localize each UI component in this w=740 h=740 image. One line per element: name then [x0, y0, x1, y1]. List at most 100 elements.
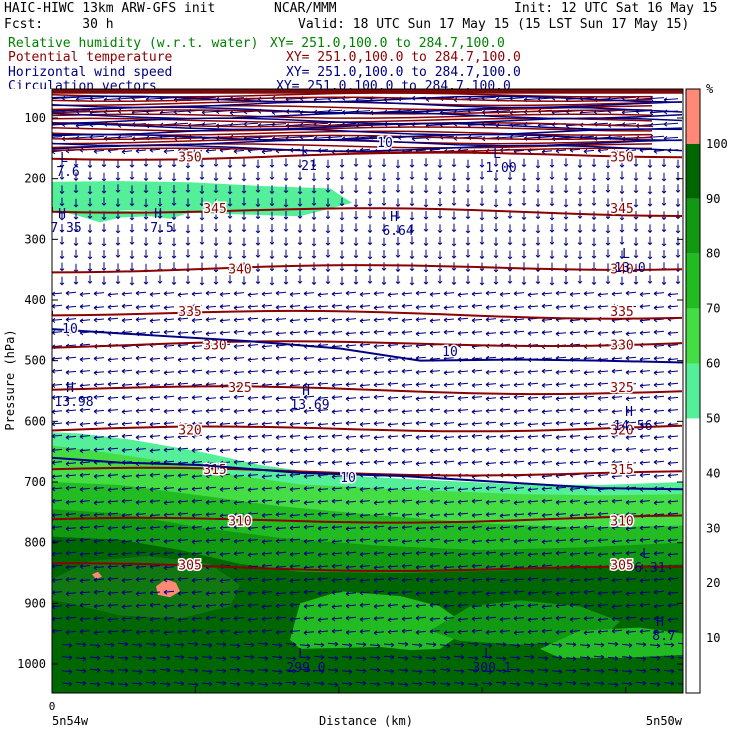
theta-contour-310: [52, 514, 683, 524]
y-tick-label-600: 600: [24, 414, 46, 428]
wind-contour-10-mid: [52, 328, 683, 364]
title-left: HAIC-HIWC 13km ARW-GFS init: [4, 1, 216, 16]
annotation-value-8: 13.69: [290, 398, 329, 413]
annotation-value-4: 21: [301, 159, 317, 174]
colorbar-frame: [685, 88, 701, 694]
axes: 100 200 300 400 500 600 700 800 900 1000: [17, 111, 683, 693]
annotation-letter-2: H: [390, 210, 398, 225]
annotation-letter-12: L: [298, 647, 306, 662]
colorbar-segment-2: [686, 198, 700, 254]
theta-label-left-325: 325: [228, 381, 251, 396]
theta-label-right-330: 330: [610, 339, 633, 354]
theta-label-right-310: 310: [610, 514, 633, 529]
annotation-letter-0: H: [58, 207, 66, 222]
wind-label-3: 10: [377, 136, 393, 151]
theta-label-left-320: 320: [178, 423, 201, 438]
colorbar-label-20: 20: [706, 576, 720, 590]
y-tick-label-500: 500: [24, 354, 46, 368]
theta-label-left-305: 305: [178, 559, 201, 574]
wind-label-2: 10: [340, 471, 356, 486]
rh-patch-c: [540, 627, 683, 658]
annotations: H7.35H7.5H6.64L7.6L21L1.00L13.0H13.98H13…: [50, 145, 675, 676]
colorbar-segment-0: [686, 89, 700, 144]
theta-label-right-335: 335: [610, 305, 633, 320]
theta-label-right-315: 315: [610, 463, 633, 478]
field-label-wind: Horizontal wind speed: [8, 65, 173, 80]
annotation-letter-5: L: [493, 147, 501, 162]
rh-sat-spot-a: [156, 579, 180, 598]
theta-contour-335: [52, 309, 683, 320]
annotation-letter-8: H: [302, 384, 310, 399]
y-axis-label: Pressure (hPa): [3, 329, 17, 430]
annotation-value-1: 7.5: [150, 221, 173, 236]
colorbar-label-50: 50: [706, 411, 720, 425]
field-xy-rh: XY= 251.0,100.0 to 284.7,100.0: [270, 36, 505, 51]
y-tick-label-900: 900: [24, 596, 46, 610]
colorbar-label-60: 60: [706, 357, 720, 371]
field-label-theta: Potential temperature: [8, 50, 173, 65]
colorbar-unit: %: [706, 82, 714, 96]
field-xy-wind: XY= 251.0,100.0 to 284.7,100.0: [286, 65, 521, 80]
rh-patch-d: [52, 556, 240, 619]
y-tick-label-400: 400: [24, 293, 46, 307]
colorbar-segment-1: [686, 143, 700, 199]
colorbar-segment-10: [686, 638, 700, 693]
annotation-letter-13: L: [484, 647, 492, 662]
wind-upper-dense: [52, 95, 683, 152]
theta-contour-325: [52, 384, 683, 396]
theta-label-right-350: 350: [610, 150, 633, 165]
wind-contours: 10 10 10 10: [52, 95, 683, 491]
theta-label-left-350: 350: [178, 150, 201, 165]
theta-label-right-325: 325: [610, 381, 633, 396]
colorbar-label-10: 10: [706, 631, 720, 645]
theta-label-right-340: 340: [610, 263, 633, 278]
rh-fill-layer: [52, 89, 683, 693]
colorbar-segment-7: [686, 473, 700, 529]
colorbar-segment-5: [686, 363, 700, 419]
wind-contour-10-low: [52, 456, 683, 491]
annotation-value-10: 6.31: [634, 561, 665, 576]
field-label-vectors: Circulation vectors: [8, 80, 157, 89]
x-start-label: 5n54w: [52, 714, 89, 728]
y-tick-label-200: 200: [24, 172, 46, 186]
init-label: Init: 12 UTC Sat 16 May 15: [514, 1, 718, 16]
wind-label-0: 10: [62, 322, 78, 337]
annotation-letter-1: H: [154, 207, 162, 222]
theta-contour-330: [52, 340, 683, 349]
colorbar-segment-3: [686, 253, 700, 309]
y-tick-label-800: 800: [24, 536, 46, 550]
fcst-label: Fcst: 30 h: [4, 17, 114, 32]
theta-contour-320: [52, 424, 683, 433]
rh-patch-e: [240, 647, 520, 683]
annotation-letter-3: L: [60, 151, 68, 166]
colorbar-segment-4: [686, 308, 700, 364]
annotation-value-7: 13.98: [54, 395, 93, 410]
field-label-rh: Relative humidity (w.r.t. water): [8, 36, 259, 51]
theta-label-right-305: 305: [610, 559, 633, 574]
colorbar-label-40: 40: [706, 466, 720, 480]
annotation-value-13: 300.1: [472, 661, 511, 676]
annotation-letter-9: H: [625, 405, 633, 420]
colorbar-segment-9: [686, 583, 700, 639]
field-xy-theta: XY= 251.0,100.0 to 284.7,100.0: [286, 50, 521, 65]
org-label: NCAR/MMM: [274, 1, 337, 16]
colorbar-segment-8: [686, 528, 700, 584]
theta-contour-345: [52, 207, 683, 217]
theta-label-right-320: 320: [610, 423, 633, 438]
annotation-letter-6: L: [622, 247, 630, 262]
plot-frame: [51, 88, 684, 694]
theta-label-right-345: 345: [610, 202, 633, 217]
theta-label-left-310: 310: [228, 514, 251, 529]
colorbar: 100 90 80 70 60 50 40 30 20 10: [685, 88, 728, 694]
valid-label: Valid: 18 UTC Sun 17 May 15 (15 LST Sun …: [298, 17, 690, 32]
colorbar-segment-6: [686, 418, 700, 474]
theta-label-left-330: 330: [203, 339, 226, 354]
x-end-label: 5n50w: [646, 714, 683, 728]
annotation-value-6: 13.0: [614, 261, 645, 276]
x-zero-label: 0: [49, 700, 56, 713]
colorbar-label-100: 100: [706, 137, 728, 151]
annotation-value-11: 8.7: [652, 629, 675, 644]
colorbar-label-80: 80: [706, 247, 720, 261]
colorbar-label-30: 30: [706, 521, 720, 535]
